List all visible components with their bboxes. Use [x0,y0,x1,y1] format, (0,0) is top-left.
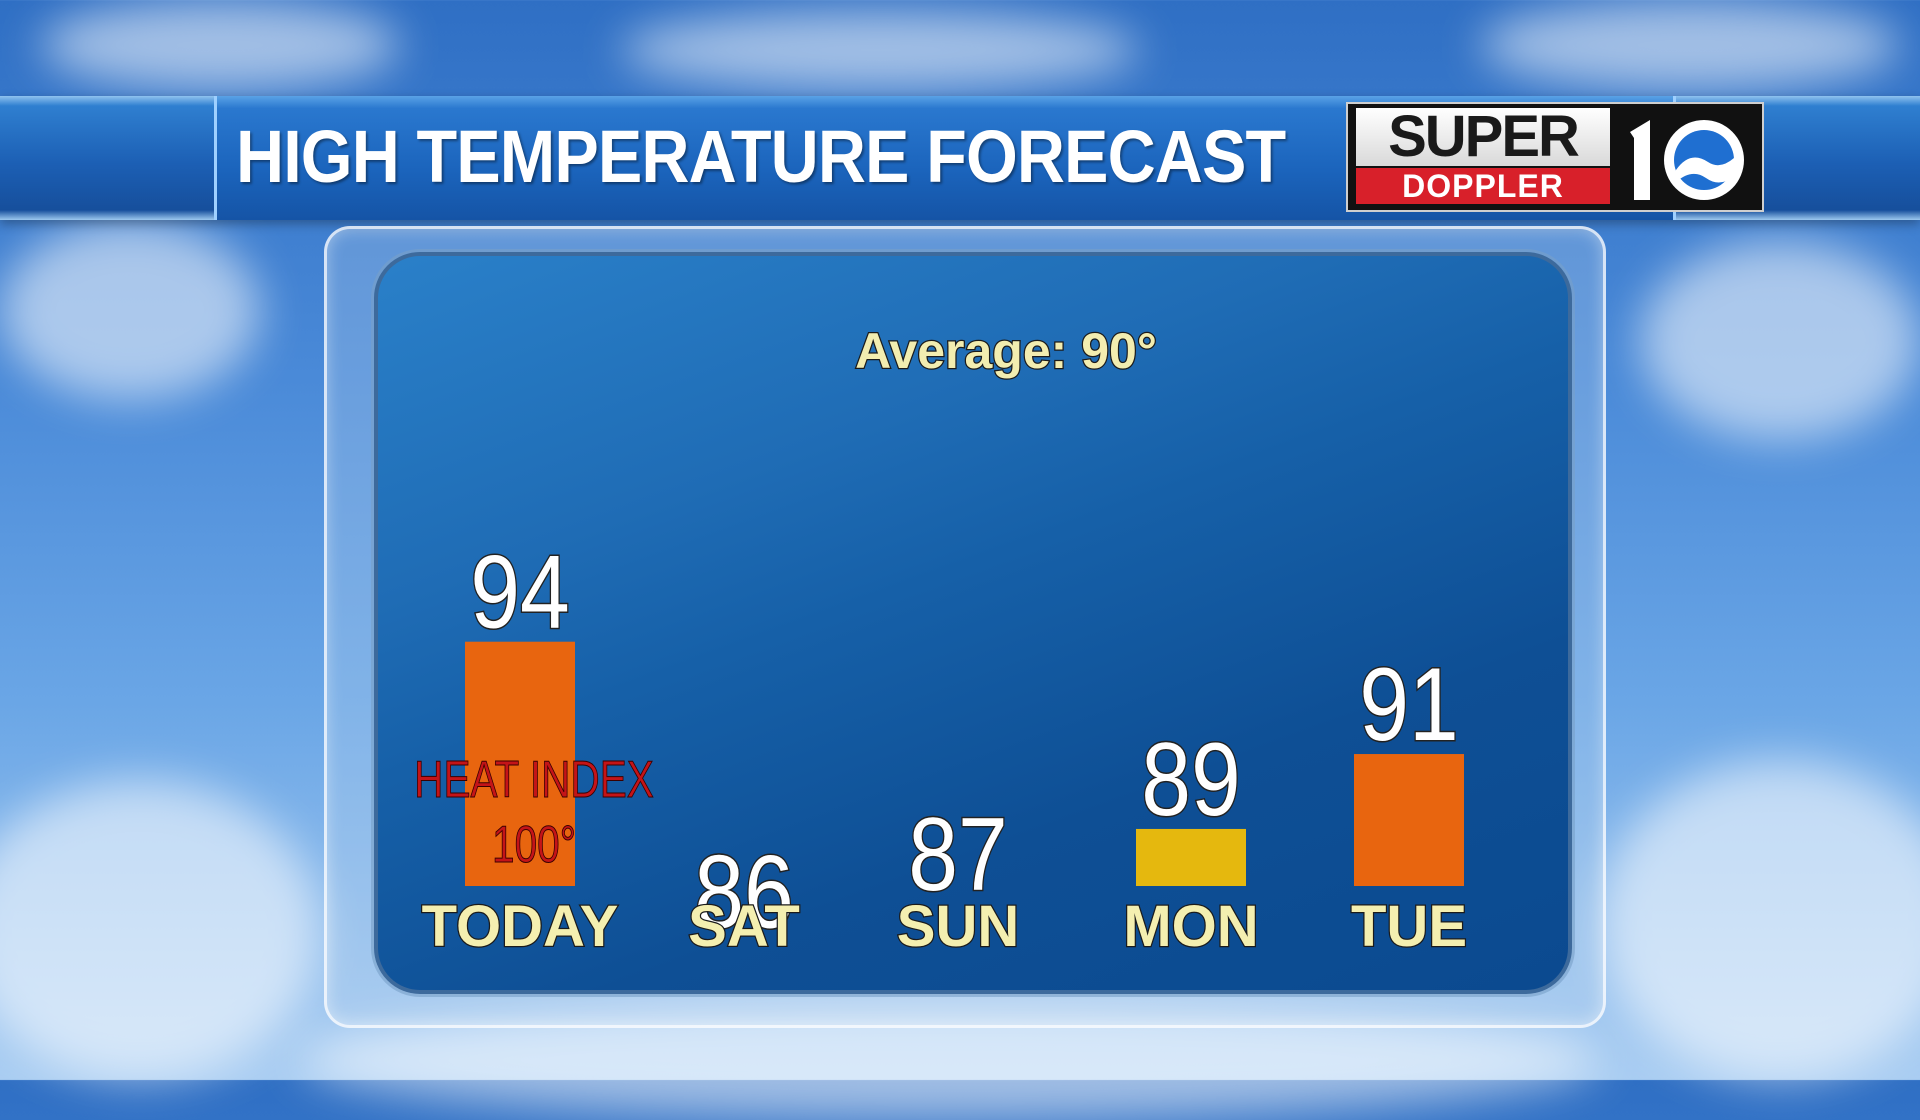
logo-super-text: SUPER [1356,108,1610,166]
ten-wave-icon [1616,106,1756,208]
tick-label-sat: SAT [688,894,800,959]
bar-mon [1136,828,1246,886]
cloud [620,10,1140,90]
heat-index-line2: 100° [492,815,576,873]
value-label-mon: 89 [1141,721,1240,838]
tick-label-sun: SUN [897,894,1019,959]
logo-doppler-text: DOPPLER [1356,168,1610,204]
value-label-tue: 91 [1359,646,1458,763]
cloud [1640,240,1920,440]
tick-label-today: TODAY [422,894,619,959]
station-logo: SUPER DOPPLER [1346,102,1764,212]
cloud [40,0,400,90]
cloud [1600,760,1920,1080]
heat-index-line1: HEAT INDEX [414,750,654,808]
bar-today [465,641,575,886]
tick-label-tue: TUE [1351,894,1467,959]
cloud [0,780,320,1080]
value-label-sat: 86 [694,833,793,950]
page-title: HIGH TEMPERATURE FORECAST [236,115,1286,198]
heat-index-annotation: HEAT INDEX 100° [414,750,655,874]
tick-label-mon: MON [1123,894,1258,959]
average-annotation: Average: 90° [855,323,1157,379]
value-label-today: 94 [470,533,569,650]
bar-tue [1354,754,1464,886]
value-label-sun: 87 [908,795,1007,912]
cloud [0,220,260,400]
cloud [1480,0,1900,90]
bar-chart: 94 86 87 89 91 TODAY SAT SUN MON TUE Average: 90… [414,322,1469,961]
